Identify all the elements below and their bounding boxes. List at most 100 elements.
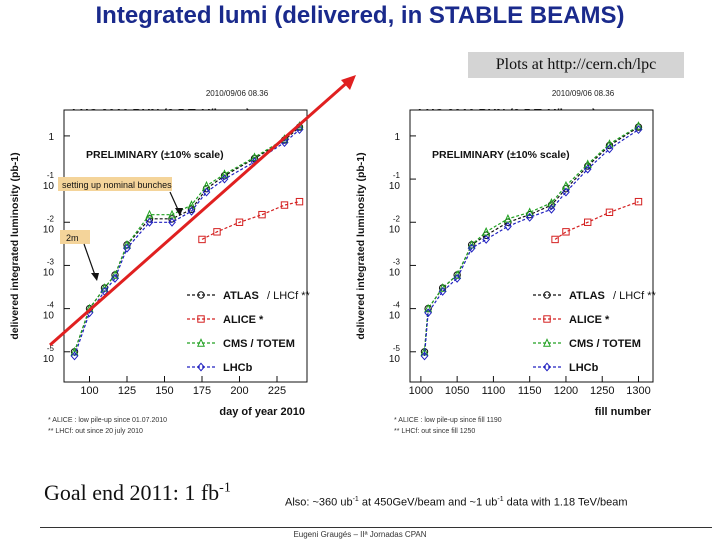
data-point	[70, 351, 79, 361]
data-point	[605, 144, 614, 154]
also-part-b: at 450GeV/beam and ~1 ub	[358, 496, 498, 509]
y-axis-label: delivered integrated luminosity (pb-1)	[9, 152, 21, 339]
x-tick-label: 1050	[445, 385, 469, 397]
data-point	[504, 221, 512, 231]
chart-day-of-year: 2010/09/06 08.36LHC 2010 RUN (3.5 TeV/be…	[9, 89, 311, 435]
footnote: * ALICE : low pile-up since 01.07.2010	[48, 417, 167, 424]
footer-text: Eugeni Graugés – IIª Jornadas CPAN	[293, 530, 427, 539]
y-tick-exponent: -5	[47, 344, 55, 353]
y-tick-exponent: -4	[393, 301, 401, 310]
series-line	[423, 129, 639, 357]
y-tick-exponent: -5	[393, 344, 401, 353]
y-tick-label: 10	[389, 354, 401, 365]
data-point	[551, 235, 559, 244]
y-tick-exponent: -1	[393, 171, 401, 180]
data-point	[467, 243, 476, 253]
y-tick-exponent: -2	[47, 214, 55, 223]
x-axis-label: fill number	[595, 406, 652, 418]
data-point	[634, 121, 643, 130]
y-axis-label: delivered integrated luminosity (pb-1)	[355, 152, 367, 339]
data-point	[482, 234, 491, 244]
legend-marker	[543, 291, 551, 299]
data-point	[424, 303, 433, 313]
preliminary-label: PRELIMINARY (±10% scale)	[86, 149, 224, 161]
data-point	[453, 273, 462, 283]
footnote: ** LHCf: out since 20 july 2010	[48, 428, 143, 435]
url-box: Plots at http://cern.ch/lpc	[468, 52, 684, 78]
legend-marker	[543, 315, 551, 323]
chart-date-stamp: 2010/09/06 08.36	[206, 89, 269, 98]
y-tick-label: 10	[389, 311, 401, 322]
legend-marker	[543, 362, 551, 372]
y-tick-exponent: -4	[47, 301, 55, 310]
series-lhcb	[420, 125, 643, 361]
x-tick-label: 1150	[518, 385, 542, 397]
footnote: ** LHCf: out since fill 1250	[394, 428, 475, 435]
data-point	[562, 228, 570, 236]
also-sup-1: -1	[352, 496, 359, 503]
y-tick-exponent: -3	[47, 257, 55, 266]
data-point	[562, 187, 570, 197]
x-tick-label: 1300	[626, 385, 650, 397]
data-point	[424, 308, 432, 318]
y-tick-label: 10	[43, 354, 55, 365]
data-point	[634, 123, 643, 131]
also-note: Also: ~360 ub-1 at 450GeV/beam and ~1 ub…	[285, 496, 628, 509]
x-tick-label: 1000	[409, 385, 433, 397]
chart-fill-number: 2010/09/06 08.36LHC 2010 RUN (3.5 TeV/be…	[355, 89, 657, 435]
also-part-a: Also: ~360 ub	[285, 496, 353, 509]
footnote: * ALICE : low pile-up since fill 1190	[394, 417, 502, 424]
data-point	[547, 204, 556, 214]
legend-label: CMS / TOTEM	[223, 338, 295, 350]
legend-label: ATLAS	[569, 290, 605, 302]
y-tick-exponent: -1	[47, 171, 55, 180]
also-part-c: data with 1.18 TeV/beam	[503, 496, 628, 509]
series-line	[554, 201, 639, 240]
series-line	[423, 125, 639, 352]
y-tick-label: 10	[43, 311, 55, 322]
legend-label: LHCb	[223, 362, 253, 374]
also-sup-2: -1	[497, 496, 504, 503]
x-tick-label: 100	[80, 385, 98, 397]
data-point	[438, 283, 447, 292]
legend-label: ATLAS	[223, 290, 259, 302]
y-tick-label: 1	[394, 132, 400, 143]
y-tick-label: 10	[43, 181, 55, 192]
data-point	[634, 125, 643, 135]
preliminary-label: PRELIMINARY (±10% scale)	[432, 149, 570, 161]
y-tick-label: 10	[389, 224, 401, 235]
series-alice	[551, 197, 643, 244]
y-tick-label: 10	[43, 224, 55, 235]
data-point	[583, 159, 592, 168]
x-tick-label: 225	[268, 385, 286, 397]
data-point	[525, 207, 534, 217]
goal-label: Goal end 2011: 1 fb	[44, 480, 220, 505]
y-tick-label: 10	[389, 181, 401, 192]
legend-marker	[543, 338, 551, 347]
legend-marker	[197, 362, 205, 372]
y-tick-exponent: -2	[393, 214, 401, 223]
legend-label: ALICE *	[223, 314, 264, 326]
y-tick-exponent: -3	[393, 257, 401, 266]
data-point	[438, 286, 447, 296]
footer-rule	[40, 527, 712, 528]
data-point	[605, 139, 614, 148]
annotation-bunches: setting up nominal bunches	[62, 180, 172, 190]
chart-date-stamp: 2010/09/06 08.36	[552, 89, 615, 98]
data-point	[634, 197, 643, 206]
x-tick-label: 1200	[554, 385, 578, 397]
legend-extra: / LHCf **	[267, 290, 311, 302]
x-tick-label: 1100	[482, 385, 506, 397]
x-tick-label: 125	[118, 385, 136, 397]
data-point	[605, 208, 614, 217]
y-tick-label: 1	[48, 132, 54, 143]
plot-frame	[409, 109, 654, 383]
legend-label: ALICE *	[569, 314, 610, 326]
data-point	[420, 351, 429, 361]
x-tick-label: 175	[193, 385, 211, 397]
annotation-2m: 2m	[66, 233, 79, 243]
legend-label: CMS / TOTEM	[569, 338, 641, 350]
data-point	[525, 212, 534, 222]
goal-text: Goal end 2011: 1 fb-1	[44, 480, 231, 506]
y-tick-label: 10	[43, 267, 55, 278]
